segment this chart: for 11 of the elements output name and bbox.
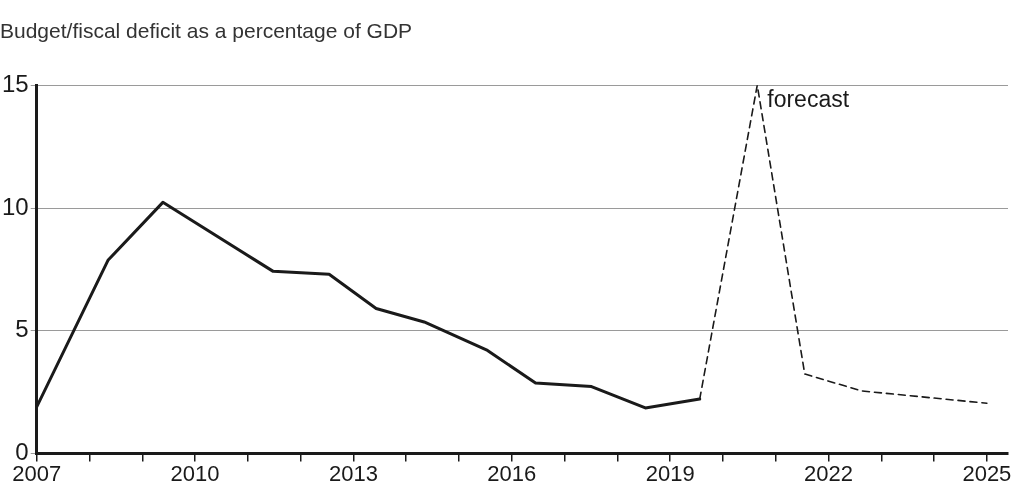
annotation: forecast bbox=[767, 86, 850, 113]
x-tick-label: 2010 bbox=[170, 460, 220, 486]
x-tick-label: 2013 bbox=[328, 460, 378, 486]
chart-title: Budget/fiscal deficit as a percentage of GDP bbox=[0, 19, 413, 43]
x-tick-label: 2016 bbox=[487, 460, 537, 486]
y-tick-label: 10 bbox=[1, 192, 29, 220]
x-tick-label: 2025 bbox=[962, 460, 1012, 486]
x-tick-label: 2022 bbox=[804, 460, 853, 486]
y-tick-label: 15 bbox=[1, 69, 29, 97]
x-tick-label: 2019 bbox=[645, 460, 695, 486]
y-tick-label: 5 bbox=[15, 315, 29, 343]
